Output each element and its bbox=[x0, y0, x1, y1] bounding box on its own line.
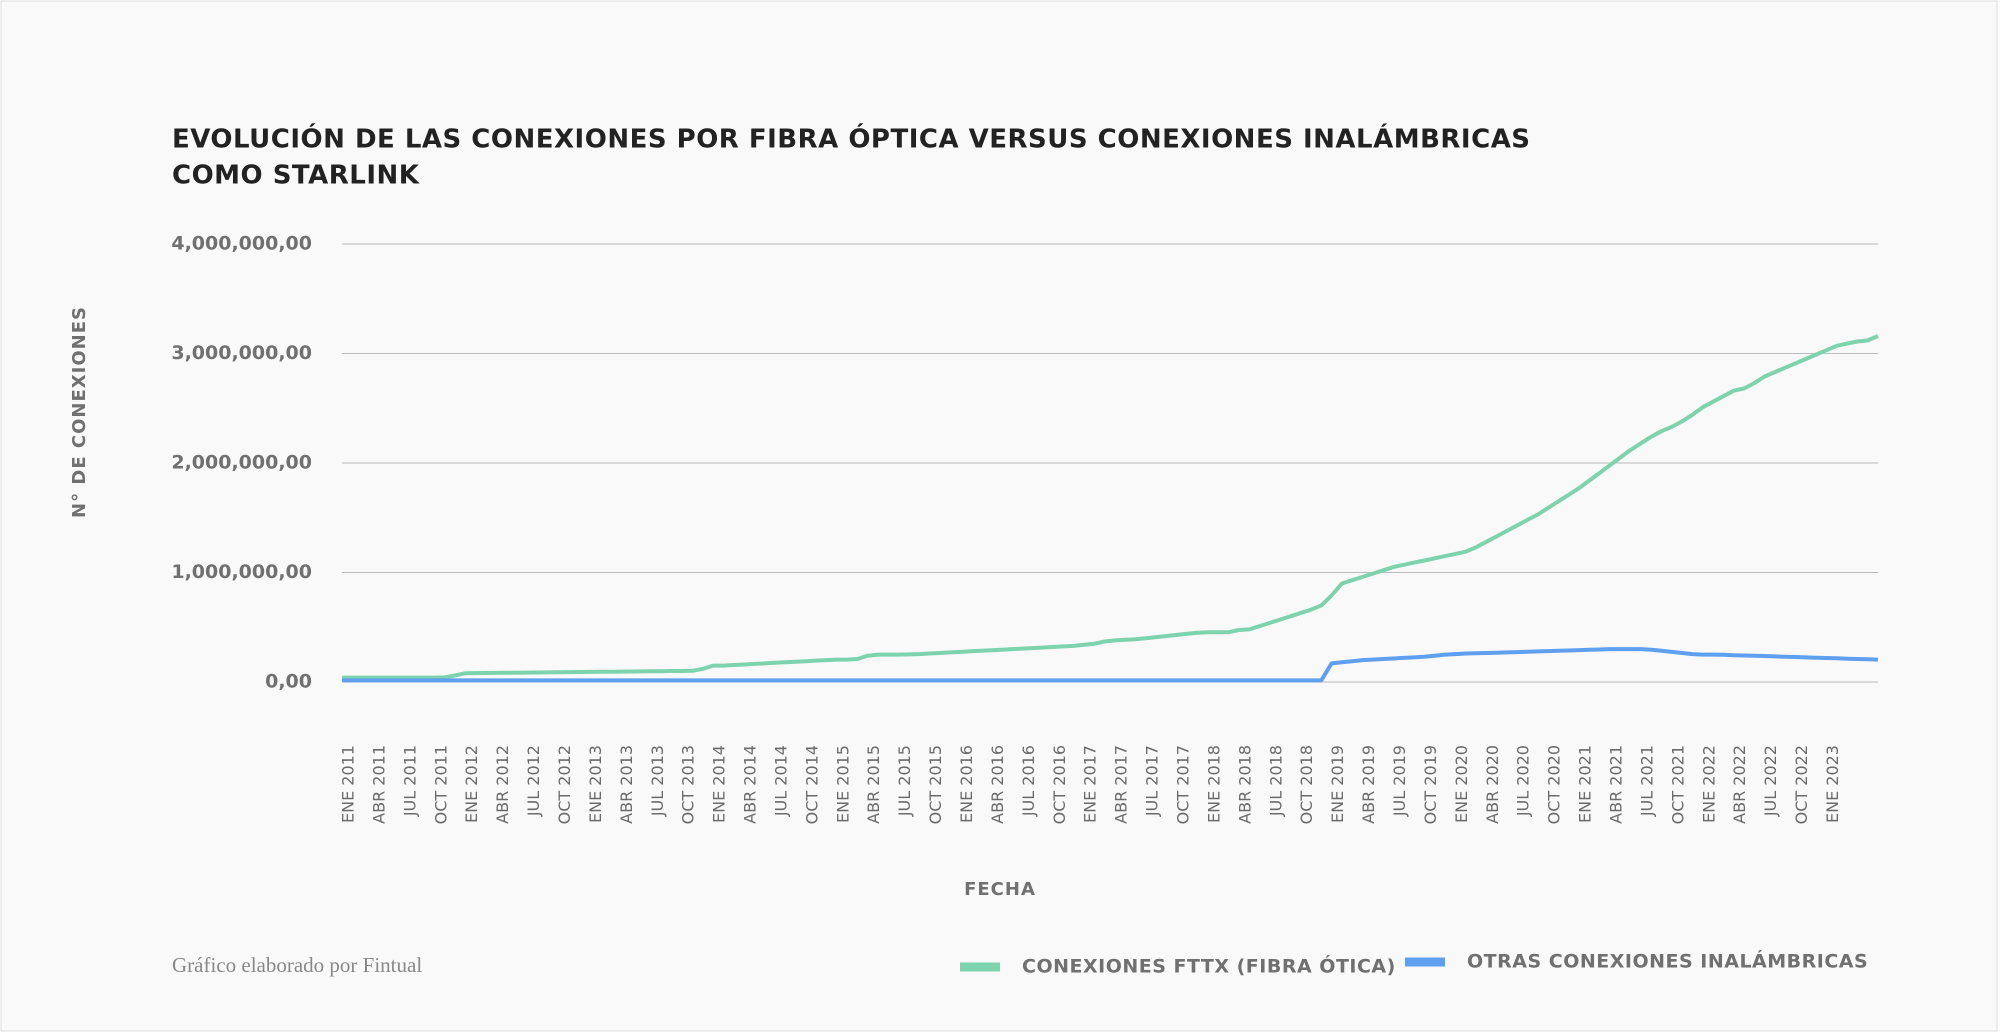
x-tick-label: OCT 2021 bbox=[1668, 745, 1687, 824]
x-tick-label: ABR 2013 bbox=[617, 745, 636, 824]
x-tick-label: ABR 2019 bbox=[1359, 745, 1378, 824]
x-tick-label: OCT 2017 bbox=[1174, 745, 1193, 824]
x-tick-label: ABR 2014 bbox=[741, 745, 760, 824]
x-tick-label: OCT 2016 bbox=[1050, 745, 1069, 824]
x-tick-label: JUL 2012 bbox=[524, 745, 543, 817]
x-tick-label: ABR 2022 bbox=[1730, 745, 1749, 824]
x-tick-label: JUL 2015 bbox=[895, 745, 914, 817]
y-tick-label: 4,000,000,00 bbox=[171, 233, 312, 255]
x-tick-label: OCT 2014 bbox=[802, 745, 821, 824]
x-tick-label: JUL 2022 bbox=[1761, 745, 1780, 817]
x-tick-label: ENE 2011 bbox=[339, 745, 358, 823]
x-tick-label: ENE 2012 bbox=[462, 745, 481, 823]
x-tick-label: OCT 2015 bbox=[926, 745, 945, 824]
x-tick-label: ABR 2016 bbox=[988, 745, 1007, 824]
x-tick-label: ABR 2021 bbox=[1606, 745, 1625, 824]
x-tick-label: ENE 2020 bbox=[1452, 745, 1471, 823]
x-tick-label: JUL 2013 bbox=[648, 745, 667, 817]
x-tick-label: ENE 2016 bbox=[957, 745, 976, 823]
y-tick-label: 1,000,000,00 bbox=[171, 561, 312, 583]
x-tick-label: ENE 2015 bbox=[833, 745, 852, 823]
series-line bbox=[342, 334, 1879, 680]
legend-label: CONEXIONES FTTX (FIBRA ÓTICA) bbox=[1022, 954, 1396, 978]
x-tick-label: JUL 2011 bbox=[400, 745, 419, 817]
x-tick-label: ENE 2021 bbox=[1576, 745, 1595, 823]
x-tick-label: OCT 2018 bbox=[1297, 745, 1316, 824]
x-tick-label: JUL 2020 bbox=[1514, 745, 1533, 817]
x-tick-label: OCT 2019 bbox=[1421, 745, 1440, 824]
x-tick-label: ENE 2018 bbox=[1204, 745, 1223, 823]
y-axis-title: N° DE CONEXIONES bbox=[69, 306, 90, 518]
x-tick-label: JUL 2021 bbox=[1637, 745, 1656, 817]
x-tick-label: OCT 2020 bbox=[1545, 745, 1564, 824]
x-tick-label: OCT 2013 bbox=[679, 745, 698, 824]
legend-label: OTRAS CONEXIONES INALÁMBRICAS bbox=[1467, 950, 1868, 973]
x-tick-label: ENE 2019 bbox=[1328, 745, 1347, 823]
y-tick-label: 0,00 bbox=[265, 671, 312, 693]
y-tick-label: 2,000,000,00 bbox=[171, 452, 312, 474]
x-axis-title: FECHA bbox=[964, 879, 1036, 900]
x-tick-label: JUL 2014 bbox=[771, 745, 790, 817]
x-tick-label: JUL 2019 bbox=[1390, 745, 1409, 817]
x-tick-label: JUL 2016 bbox=[1019, 745, 1038, 817]
x-tick-label: ABR 2020 bbox=[1483, 745, 1502, 824]
x-tick-label: JUL 2017 bbox=[1143, 745, 1162, 817]
x-tick-label: OCT 2011 bbox=[431, 745, 450, 824]
chart-title: COMO STARLINK bbox=[172, 161, 420, 191]
series-line bbox=[342, 647, 1879, 683]
x-tick-label: ABR 2017 bbox=[1112, 745, 1131, 824]
x-tick-label: ENE 2022 bbox=[1699, 745, 1718, 823]
x-tick-label: OCT 2022 bbox=[1792, 745, 1811, 824]
x-tick-label: ENE 2023 bbox=[1823, 745, 1842, 823]
x-tick-label: ENE 2013 bbox=[586, 745, 605, 823]
chart-title: EVOLUCIÓN DE LAS CONEXIONES POR FIBRA ÓP… bbox=[172, 123, 1531, 155]
x-tick-label: ENE 2014 bbox=[710, 745, 729, 823]
x-tick-label: ABR 2011 bbox=[369, 745, 388, 824]
x-tick-label: ABR 2015 bbox=[864, 745, 883, 824]
y-tick-label: 3,000,000,00 bbox=[171, 342, 312, 364]
footnote: Gráfico elaborado por Fintual bbox=[172, 953, 422, 977]
x-tick-label: JUL 2018 bbox=[1266, 745, 1285, 817]
x-tick-label: OCT 2012 bbox=[555, 745, 574, 824]
x-tick-label: ABR 2012 bbox=[493, 745, 512, 824]
x-tick-label: ABR 2018 bbox=[1235, 745, 1254, 824]
x-tick-label: ENE 2017 bbox=[1081, 745, 1100, 823]
